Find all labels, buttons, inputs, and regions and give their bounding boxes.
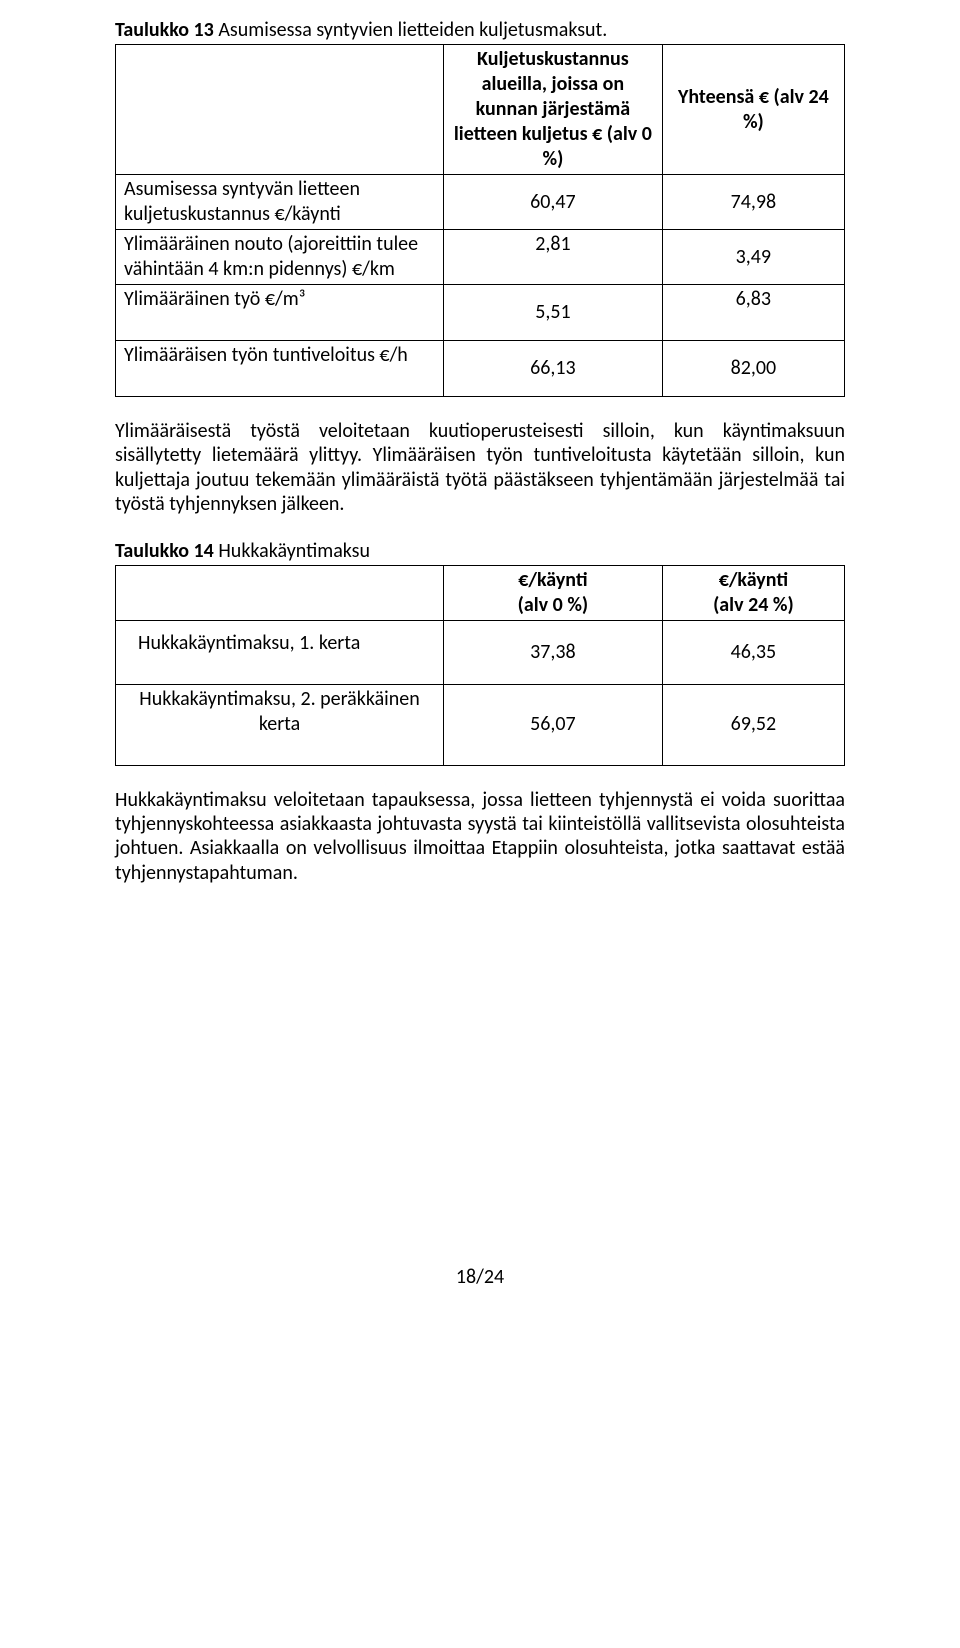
table14-title-prefix: Taulukko 14	[115, 539, 214, 563]
table13-header-empty	[116, 45, 444, 175]
table13-r2-c2: 2,81	[444, 230, 663, 285]
table13-r4-c2: 66,13	[444, 341, 663, 397]
table-row: Ylimääräinen työ €/m³ 5,51 6,83	[116, 285, 845, 341]
table14-r2-c2: 56,07	[444, 684, 663, 765]
table14-r1-c3: 46,35	[662, 620, 844, 684]
table13-r1-label: Asumisessa syntyvän lietteen kuljetuskus…	[116, 175, 444, 230]
table14-r2-c3: 69,52	[662, 684, 844, 765]
table14-header-col3: €/käynti (alv 24 %)	[662, 565, 844, 620]
table14-r1-label: Hukkakäyntimaksu, 1. kerta	[116, 620, 444, 684]
paragraph-1: Ylimääräisestä työstä veloitetaan kuutio…	[115, 419, 845, 517]
table13-r2-c3: 3,49	[662, 230, 844, 285]
table13-r1-c3: 74,98	[662, 175, 844, 230]
table14-title-rest: Hukkakäyntimaksu	[214, 539, 370, 563]
table13-title-rest: Asumisessa syntyvien lietteiden kuljetus…	[214, 18, 607, 42]
table-row: Ylimääräisen työn tuntiveloitus €/h 66,1…	[116, 341, 845, 397]
table14-title: Taulukko 14 Hukkakäyntimaksu	[115, 539, 845, 563]
table13-r4-c3: 82,00	[662, 341, 844, 397]
table-row: Hukkakäyntimaksu, 2. peräkkäinen kerta 5…	[116, 684, 845, 765]
paragraph-2: Hukkakäyntimaksu veloitetaan tapauksessa…	[115, 788, 845, 886]
table14-r2-label: Hukkakäyntimaksu, 2. peräkkäinen kerta	[116, 684, 444, 765]
table13-r3-c2: 5,51	[444, 285, 663, 341]
table13-title-prefix: Taulukko 13	[115, 18, 214, 42]
table13-r1-c2: 60,47	[444, 175, 663, 230]
table14-header-row: €/käynti (alv 0 %) €/käynti (alv 24 %)	[116, 565, 845, 620]
table-row: Ylimääräinen nouto (ajoreittiin tulee vä…	[116, 230, 845, 285]
table14: €/käynti (alv 0 %) €/käynti (alv 24 %) H…	[115, 565, 845, 766]
page-number: 18/24	[115, 1265, 845, 1289]
table14-header-empty	[116, 565, 444, 620]
table13-r2-label: Ylimääräinen nouto (ajoreittiin tulee vä…	[116, 230, 444, 285]
table13-r3-c3: 6,83	[662, 285, 844, 341]
table13-header-row: Kuljetuskustannus alueilla, joissa on ku…	[116, 45, 845, 175]
table14-r1-c2: 37,38	[444, 620, 663, 684]
table13-header-col3: Yhteensä € (alv 24 %)	[662, 45, 844, 175]
table13-r3-label: Ylimääräinen työ €/m³	[116, 285, 444, 341]
table14-header-col2: €/käynti (alv 0 %)	[444, 565, 663, 620]
table13: Kuljetuskustannus alueilla, joissa on ku…	[115, 44, 845, 397]
table-row: Asumisessa syntyvän lietteen kuljetuskus…	[116, 175, 845, 230]
table13-title: Taulukko 13 Asumisessa syntyvien liettei…	[115, 18, 845, 42]
table-row: Hukkakäyntimaksu, 1. kerta 37,38 46,35	[116, 620, 845, 684]
table13-r4-label: Ylimääräisen työn tuntiveloitus €/h	[116, 341, 444, 397]
table13-header-col2: Kuljetuskustannus alueilla, joissa on ku…	[444, 45, 663, 175]
